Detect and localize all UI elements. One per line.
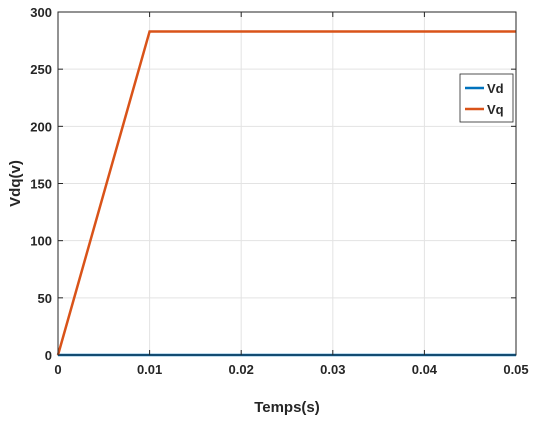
x-axis-label: Temps(s) <box>254 399 320 416</box>
x-tick-label: 0.05 <box>503 362 528 377</box>
legend-box <box>459 73 514 123</box>
y-tick-label: 300 <box>30 5 52 20</box>
series-line-vq <box>56 30 516 356</box>
y-tick-label: 0 <box>45 348 52 363</box>
legend-label-vd: Vd <box>487 81 504 96</box>
x-tick-label: 0.01 <box>137 362 162 377</box>
ticks <box>57 11 517 356</box>
y-tick-label: 100 <box>30 234 52 249</box>
y-tick-label: 50 <box>38 291 52 306</box>
y-axis-label: Vdq(v) <box>7 160 24 207</box>
legend-label-vq: Vq <box>487 102 504 117</box>
legend: Vd Vq <box>459 73 514 123</box>
tick-labels: 0 0.01 0.02 0.03 0.04 0.05 0 50 100 150 200 250 300 <box>30 5 528 377</box>
x-tick-label: 0 <box>54 362 61 377</box>
y-tick-label: 200 <box>30 119 52 134</box>
series-layer <box>56 30 516 357</box>
y-tick-label: 250 <box>30 62 52 77</box>
grid <box>57 11 517 356</box>
y-tick-label: 150 <box>30 177 52 192</box>
x-tick-label: 0.03 <box>320 362 345 377</box>
x-tick-label: 0.02 <box>229 362 254 377</box>
x-tick-label: 0.04 <box>412 362 438 377</box>
